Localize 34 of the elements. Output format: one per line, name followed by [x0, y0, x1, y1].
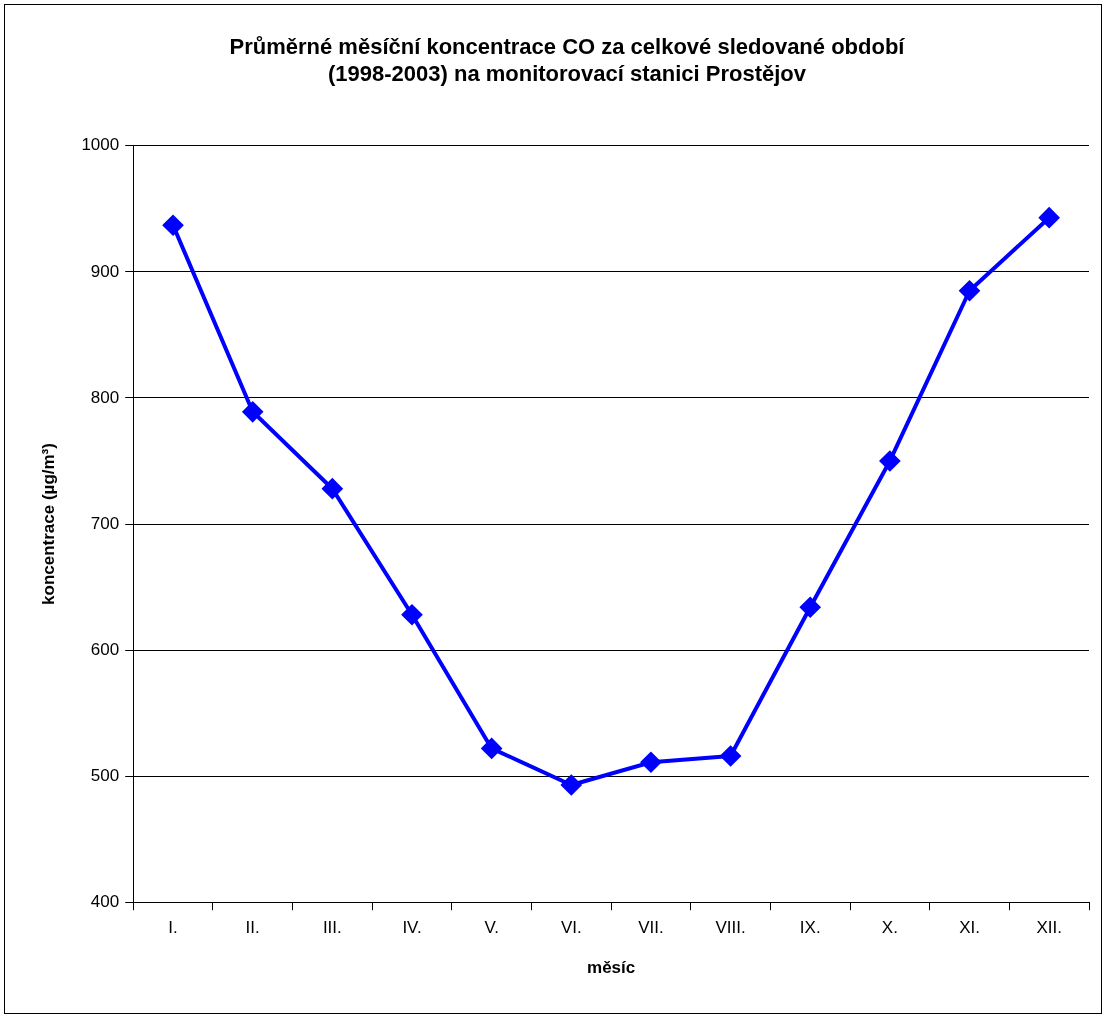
- point: [800, 597, 821, 618]
- point: [401, 604, 422, 625]
- point: [322, 478, 343, 499]
- point: [640, 752, 661, 773]
- x-tick-label: IV.: [402, 918, 422, 938]
- y-axis-title: koncentrace (µg/m³): [38, 443, 58, 605]
- point: [1039, 207, 1060, 228]
- x-tick-label: IX.: [799, 918, 821, 938]
- point: [959, 280, 980, 301]
- y-tick-label: 600: [90, 639, 120, 659]
- x-tick-label: VI.: [560, 918, 582, 938]
- point: [242, 401, 263, 422]
- y-tick-label: 700: [90, 513, 120, 533]
- y-tick-label: 900: [90, 261, 120, 281]
- x-tick-label: XI.: [959, 918, 980, 938]
- point: [561, 774, 582, 795]
- x-tick-label: X.: [881, 918, 898, 938]
- x-tick-label: III.: [322, 918, 342, 938]
- point: [481, 738, 502, 759]
- chart-title: Průměrné měsíční koncentrace CO za celkové sledované období (1998-2003) na monitorovací stanici Prostějov: [229, 34, 906, 86]
- x-tick-label: II.: [245, 918, 260, 938]
- point: [879, 450, 900, 471]
- y-tick-label: 500: [90, 765, 120, 785]
- x-tick-label: V.: [484, 918, 499, 938]
- y-tick-label: 800: [90, 387, 120, 407]
- y-tick-label: 400: [90, 891, 120, 911]
- x-tick-label: XII.: [1036, 918, 1062, 938]
- x-tick-label: VIII.: [715, 918, 746, 938]
- y-tick-label: 1000: [81, 135, 120, 155]
- point: [163, 215, 184, 236]
- point: [720, 745, 741, 766]
- x-tick-label: VII.: [638, 918, 664, 938]
- x-axis-title: měsíc: [587, 958, 636, 978]
- x-tick-label: I.: [168, 918, 178, 938]
